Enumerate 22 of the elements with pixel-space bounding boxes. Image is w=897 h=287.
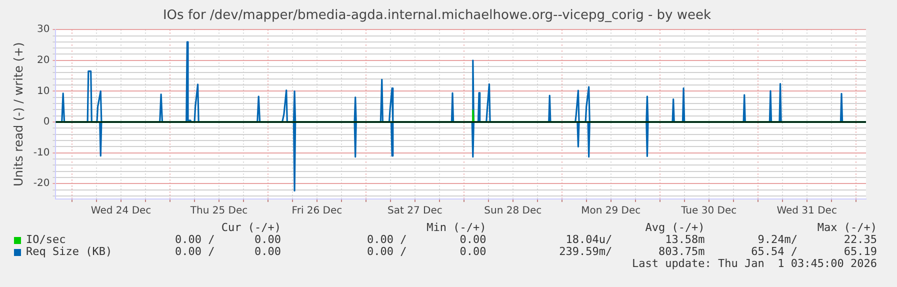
text: Last update: Thu Jan 1 03:45:00 2026: [632, 257, 877, 270]
text: 0.00 / 0.00 0.00 / 0.00 239.59m/ 803.75m 65.54 / 65.19: [175, 245, 877, 258]
legend-label: IO/sec: [26, 233, 66, 246]
x-tick-label: Tue 30 Dec: [680, 206, 737, 217]
x-tick-label: Wed 31 Dec: [776, 206, 837, 217]
text: 0.00 / 0.00 0.00 / 0.00 18.04u/ 13.58m 9.24m/ 22.35: [175, 233, 877, 246]
chart-title: IOs for /dev/mapper/bmedia-agda.internal.michaelhowe.org--vicepg_corig - by week: [162, 8, 712, 24]
x-tick-label: Mon 29 Dec: [581, 206, 641, 217]
x-tick-label: Thu 25 Dec: [189, 206, 248, 217]
x-tick-label: Wed 24 Dec: [90, 206, 152, 217]
text: Cur (-/+) Min (-/+) Avg (-/+) Max (-/+): [221, 221, 877, 234]
x-tick-label: Sun 28 Dec: [484, 206, 542, 217]
x-tick-label: Sat 27 Dec: [388, 206, 442, 217]
x-tick-label: Fri 26 Dec: [292, 206, 342, 217]
legend-label: Req Size (KB): [26, 245, 112, 258]
y-tick-label: 0: [43, 116, 50, 128]
y-tick-label: 10: [37, 86, 50, 97]
y-tick-label: -10: [33, 147, 50, 158]
y-tick-label: 30: [37, 24, 50, 36]
y-tick-label: 20: [37, 54, 50, 66]
y-axis-title: Units read (-) / write (+): [11, 42, 26, 186]
y-tick-label: -20: [33, 178, 50, 190]
